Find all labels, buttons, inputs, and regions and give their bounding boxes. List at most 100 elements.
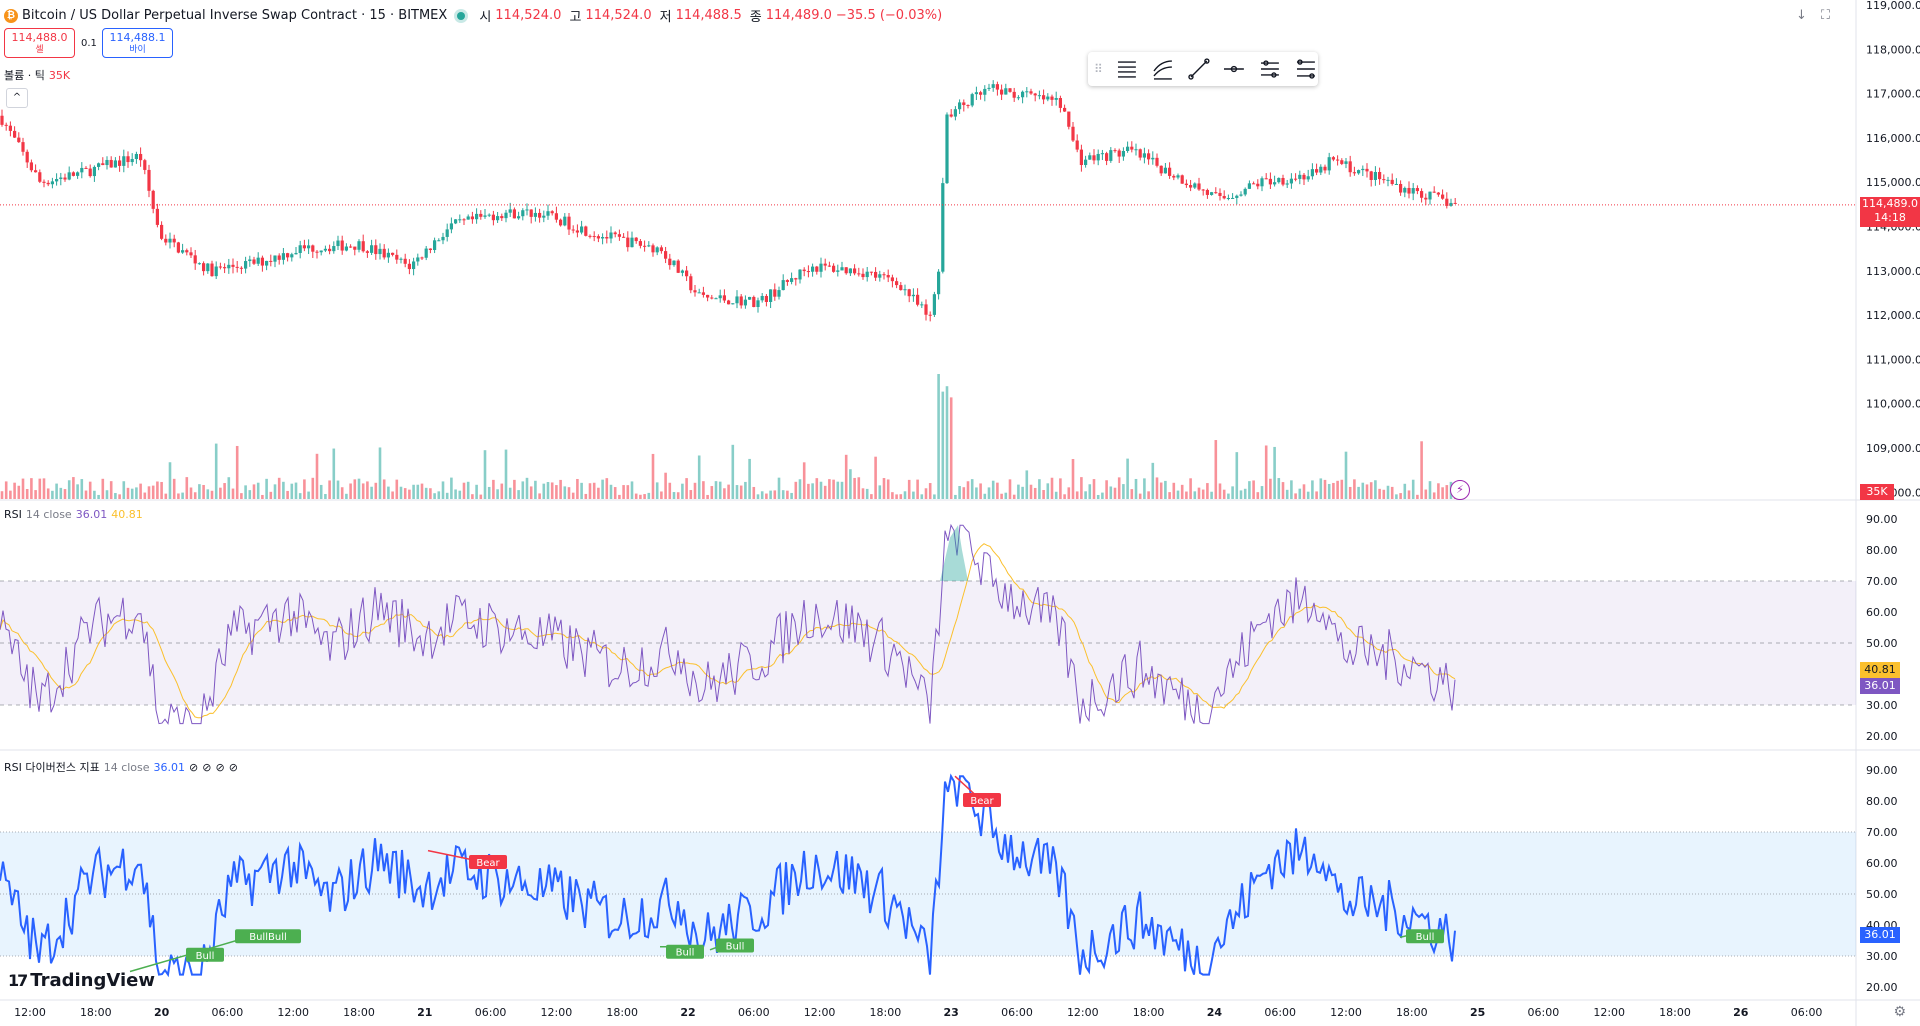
candle-body: [546, 211, 550, 216]
drag-handle-icon[interactable]: ⠿: [1094, 62, 1103, 76]
rsi-overbought-fill: [940, 525, 968, 581]
collapse-legend-button[interactable]: ^: [6, 88, 28, 108]
candle-body: [349, 246, 353, 248]
volume-bar: [63, 489, 67, 499]
candle-body: [819, 263, 823, 272]
candle-body: [273, 255, 277, 262]
volume-bar: [492, 479, 495, 499]
parallel-channel-icon[interactable]: [1258, 57, 1282, 81]
candle-body: [525, 209, 529, 211]
volume-legend[interactable]: 볼륨 · 틱 35K: [4, 67, 70, 83]
candle-body: [1210, 192, 1214, 195]
candle-body: [1386, 179, 1390, 181]
volume-bar: [298, 493, 302, 499]
candle-body: [693, 290, 697, 293]
candle-body: [1273, 182, 1277, 185]
candle-body: [323, 248, 327, 251]
time-axis-label: 06:00: [1001, 1006, 1033, 1019]
volume-bar: [445, 492, 449, 499]
volume-bar: [903, 491, 907, 499]
time-axis-label: 06:00: [1528, 1006, 1560, 1019]
rsi-value: 36.01: [75, 508, 108, 521]
time-axis-label: 18:00: [870, 1006, 902, 1019]
volume-bar: [105, 490, 109, 499]
rsi-legend[interactable]: RSI 14 close 36.01 40.81: [4, 508, 143, 521]
horizontal-lines-icon[interactable]: [1115, 57, 1139, 81]
candle-body: [1138, 149, 1142, 158]
candle-body: [441, 236, 445, 241]
volume-bar: [303, 479, 306, 499]
volume-bar: [714, 481, 718, 499]
buy-button[interactable]: 114,488.1 바이: [102, 28, 173, 58]
volume-bar: [710, 486, 714, 499]
candle-body: [718, 295, 722, 299]
candle-body: [151, 190, 155, 209]
sell-button[interactable]: 114,488.0 셀: [4, 28, 75, 58]
curve-lines-icon[interactable]: [1151, 57, 1175, 81]
volume-bar: [622, 485, 625, 499]
candle-body: [218, 266, 222, 268]
volume-bar: [1092, 479, 1096, 499]
candle-body: [479, 213, 483, 217]
candle-body: [227, 264, 231, 269]
volume-bar: [1155, 477, 1159, 499]
trend-line-icon[interactable]: [1187, 57, 1211, 81]
candle-body: [294, 252, 298, 255]
drawing-toolbar[interactable]: ⠿: [1088, 52, 1318, 86]
time-axis-label: 12:00: [1593, 1006, 1625, 1019]
candle-body: [302, 245, 306, 249]
candle-body: [1424, 197, 1428, 200]
volume-bar: [424, 487, 428, 499]
divergence-legend[interactable]: RSI 다이버전스 지표 14 close 36.01 ⊘ ⊘ ⊘ ⊘: [4, 759, 238, 775]
volume-bar: [941, 391, 945, 499]
time-axis-label: 18:00: [1133, 1006, 1165, 1019]
volume-bar: [1227, 493, 1230, 499]
time-axis-label: 22: [680, 1006, 695, 1019]
volume-bar: [277, 477, 281, 499]
candle-body: [928, 314, 932, 316]
volume-bar: [261, 494, 264, 499]
candle-body: [500, 216, 504, 219]
volume-bar: [1336, 480, 1339, 499]
volume-bar: [1298, 488, 1302, 499]
time-axis-label: 23: [944, 1006, 959, 1019]
volume-bar: [1361, 482, 1365, 499]
volume-bar: [1185, 491, 1188, 499]
candle-body: [647, 245, 651, 247]
volume-bar: [966, 481, 970, 499]
price-tick-label: 112,000.0: [1866, 309, 1920, 322]
horizontal-ray-icon[interactable]: [1222, 57, 1246, 81]
time-axis-label: 06:00: [1264, 1006, 1296, 1019]
candle-body: [1063, 107, 1067, 112]
symbol-title[interactable]: Bitcoin / US Dollar Perpetual Inverse Sw…: [22, 8, 448, 23]
flash-icon[interactable]: ⚡: [1450, 480, 1470, 500]
volume-bar: [42, 478, 46, 499]
volume-bar: [991, 480, 995, 499]
volume-bar: [101, 478, 105, 499]
fib-retracement-icon[interactable]: [1294, 57, 1318, 81]
candle-body: [126, 156, 130, 163]
volume-bar: [1159, 482, 1163, 499]
candle-body: [1390, 179, 1394, 184]
volume-bar: [1315, 491, 1318, 499]
candle-body: [601, 237, 605, 239]
rsi-tick-label: 80.00: [1866, 544, 1898, 557]
candle-body: [407, 263, 411, 270]
download-icon[interactable]: ↓: [1795, 8, 1807, 23]
candle-body: [1172, 175, 1176, 178]
candle-body: [622, 236, 626, 238]
candle-body: [1163, 167, 1167, 174]
volume-bar: [702, 481, 705, 499]
settings-gear-icon[interactable]: ⚙: [1893, 1004, 1906, 1020]
volume-bar: [227, 477, 231, 499]
candle-body: [155, 208, 159, 225]
fullscreen-icon[interactable]: ⛶: [1820, 8, 1830, 23]
volume-bar: [156, 481, 159, 499]
volume-bar: [244, 485, 247, 499]
candle-body: [130, 159, 134, 163]
divergence-label-box: [235, 929, 301, 944]
volume-bar: [588, 483, 592, 499]
volume-bar: [1000, 493, 1003, 499]
candle-body: [466, 216, 470, 220]
